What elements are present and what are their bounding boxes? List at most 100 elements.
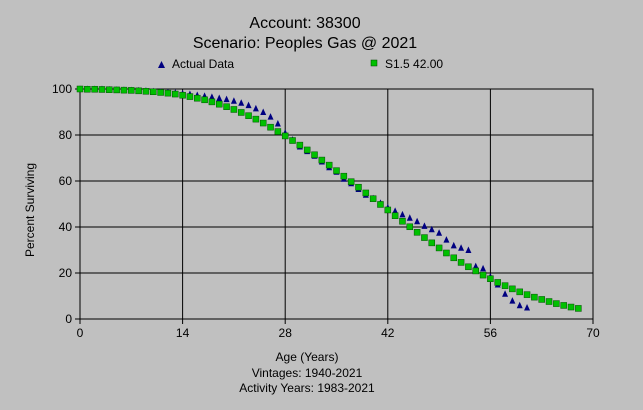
s15-curve-point [84,85,91,93]
actual-data-point [216,94,223,101]
s15-curve-point [384,206,392,214]
s15-curve-point [194,94,201,102]
actual-data-point [252,104,259,112]
s15-curve-point [428,239,436,247]
series-s15-42 [76,85,582,312]
s15-curve-point [164,89,172,97]
actual-data-point [414,217,421,225]
s15-curve-point [369,195,377,202]
s15-curve-point [340,172,348,180]
s15-curve-point [355,183,362,191]
actual-data-point [208,93,215,100]
s15-curve-point [245,112,252,119]
s15-curve-point [399,218,406,225]
x-axis-label: Age (Years) [276,350,339,364]
s15-curve-point [435,244,443,252]
actual-data-point [223,95,230,103]
y-tick-labels: 0 20 40 60 80 100 [52,82,72,326]
s15-curve-point [128,87,135,94]
s15-curve-point [208,98,216,106]
s15-curve-point [516,288,523,296]
s15-curve-point [150,88,157,96]
s15-curve-point [472,267,479,275]
actual-data-point [443,236,450,243]
legend-marker-s15 [370,59,378,67]
s15-curve-point [457,259,465,266]
y-tick-label: 60 [59,174,73,188]
y-tick-label: 20 [59,266,73,280]
actual-data-point [245,101,252,109]
actual-data-point [502,290,509,297]
s15-curve-point [76,85,84,93]
s15-curve-point [509,285,516,293]
y-tick-label: 0 [65,312,72,326]
legend-marker-actual-data [158,61,165,68]
actual-data-point [524,304,531,311]
s15-curve-point [289,137,296,144]
s15-curve-point [567,303,575,311]
s15-curve-point [303,146,311,154]
legend-label-s15: S1.5 42.00 [385,57,443,71]
s15-curve-point [172,90,179,98]
x-tick-label: 56 [484,326,498,340]
s15-curve-point [98,86,106,93]
s15-curve-point [142,88,150,95]
actual-data-point [421,222,428,229]
s15-curve-point [560,302,567,309]
s15-curve-point [215,100,223,108]
s15-curve-point [413,229,421,236]
s15-curve-point [201,96,208,104]
x-tick-label: 0 [77,326,84,340]
s15-curve-point [362,189,370,197]
vintages-note: Vintages: 1940-2021 [252,366,363,380]
x-tick-label: 14 [176,326,190,340]
s15-curve-point [281,132,289,140]
s15-curve-point [325,161,333,169]
chart-subtitle: Scenario: Peoples Gas @ 2021 [193,35,417,52]
chart-title: Account: 38300 [249,15,360,32]
actual-data-point [399,210,406,218]
s15-curve-point [186,93,194,100]
plot-area [79,88,594,320]
actual-data-point [260,108,267,115]
s15-curve-point [318,156,326,164]
s15-curve-point [157,89,164,96]
s15-curve-point [501,282,509,289]
actual-data-point [465,246,472,253]
legend-label-actual-data: Actual Data [172,57,234,71]
s15-curve-point [487,275,494,282]
s15-curve-point [252,115,260,123]
s15-curve-point [347,178,355,185]
s15-curve-point [538,296,545,303]
x-tick-labels: 0 14 28 42 56 70 [77,326,600,340]
x-tick-label: 70 [586,326,600,340]
actual-data-point [472,262,479,270]
s15-curve-point [259,119,267,127]
actual-data-point [516,301,523,309]
s15-curve-point [421,234,428,241]
actual-data-point [458,244,465,251]
x-tick-label: 42 [381,326,395,340]
y-tick-label: 100 [52,82,72,96]
s15-curve-point [443,249,450,257]
s15-curve-point [406,223,414,231]
s15-curve-point [135,87,142,95]
s15-curve-point [237,109,245,116]
legend: Actual Data S1.5 42.00 [158,57,443,71]
s15-curve-point [450,254,458,262]
s15-curve-point [333,167,340,174]
actual-data-point [480,264,487,272]
actual-data-point [274,120,281,127]
s15-curve-point [179,91,186,99]
s15-curve-point [391,212,399,219]
s15-curve-point [267,123,274,131]
s15-curve-point [465,263,472,271]
s15-curve-point [523,291,531,298]
s15-curve-point [377,201,384,208]
grid-lines [75,88,594,324]
actual-data-point [230,97,237,104]
s15-curve-point [230,106,238,113]
s15-curve-point [91,85,98,93]
y-tick-label: 80 [59,128,73,142]
